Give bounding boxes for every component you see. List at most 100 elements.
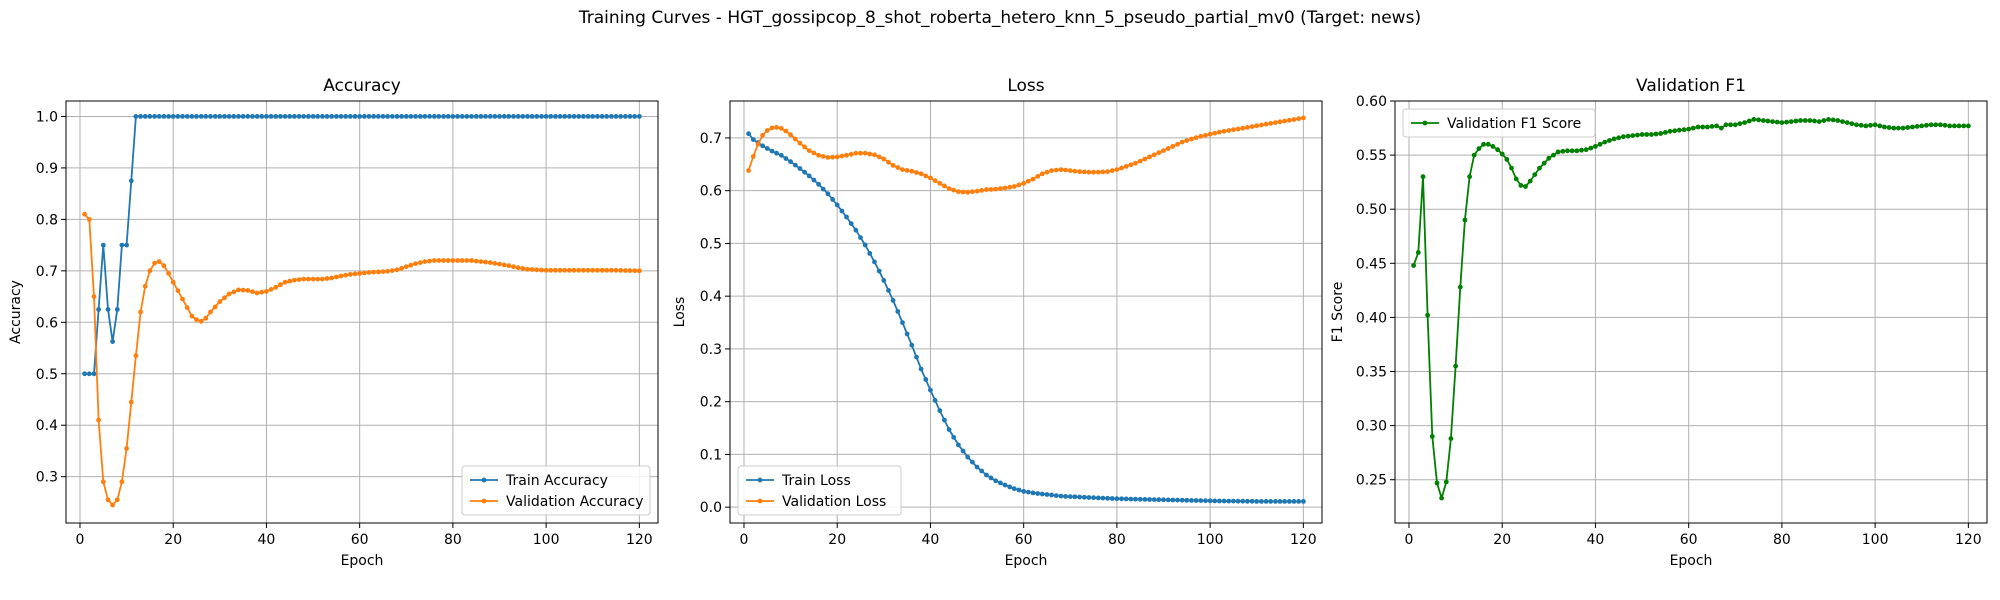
series-point (170, 279, 176, 285)
series-point (441, 114, 446, 119)
series-point (1119, 496, 1124, 502)
series-point (166, 271, 172, 276)
series-point (1607, 138, 1612, 143)
series-point (1942, 122, 1948, 128)
series-point (1147, 154, 1152, 160)
series-point (259, 114, 265, 119)
series-point (1723, 122, 1729, 128)
series-point (1807, 118, 1813, 123)
series-point (979, 468, 985, 474)
series-point (469, 114, 474, 119)
series-point (1574, 148, 1580, 154)
series-point (1653, 131, 1659, 137)
series-point (198, 114, 204, 119)
series-point (623, 114, 628, 119)
y-tick-label: 0.60 (1356, 94, 1387, 110)
series-point (1067, 494, 1073, 499)
series-point (778, 125, 784, 131)
series-point (82, 211, 87, 217)
series-point (1156, 150, 1162, 156)
series-point (1072, 168, 1078, 174)
series-point (1259, 499, 1264, 504)
series-point (609, 114, 614, 119)
series-point (1035, 174, 1041, 179)
series-point (1296, 116, 1302, 122)
series-point (876, 268, 882, 274)
x-axis-label: Epoch (1670, 553, 1713, 569)
series-point (320, 114, 325, 119)
series-point (380, 114, 386, 119)
panel-title: Accuracy (323, 76, 401, 96)
series-point (1933, 122, 1939, 128)
series-point (1193, 498, 1199, 503)
legend-label: Train Loss (781, 473, 851, 489)
series-point (876, 154, 882, 160)
series-point (1273, 499, 1278, 504)
series-point (774, 125, 779, 130)
series-point (816, 181, 821, 187)
x-tick-label: 100 (1197, 532, 1224, 548)
series-point (338, 114, 344, 119)
series-point (1044, 492, 1050, 497)
legend-label: Validation Accuracy (506, 494, 644, 510)
series-point (273, 284, 279, 290)
x-tick-label: 20 (828, 532, 846, 548)
series-point (1007, 484, 1013, 490)
series-point (310, 276, 316, 282)
series-point (1765, 118, 1771, 124)
series-point (189, 313, 195, 319)
series-point (357, 114, 363, 119)
series-point (1114, 167, 1120, 173)
series-point (501, 114, 507, 119)
series-point (1072, 494, 1078, 500)
series-point (473, 258, 479, 264)
series-point (567, 267, 572, 273)
series-point (1035, 491, 1041, 496)
series-point (133, 114, 139, 119)
series-point (1924, 122, 1929, 128)
series-point (932, 178, 938, 184)
series-point (1151, 152, 1157, 158)
series-point (914, 354, 919, 360)
series-point (1882, 124, 1887, 130)
series-point (1900, 125, 1906, 131)
series-point (385, 114, 390, 119)
series-point (1732, 122, 1738, 128)
series-point (825, 191, 831, 197)
series-point (571, 114, 577, 119)
series-point (324, 114, 330, 119)
series-point (1565, 148, 1570, 154)
series-point (1602, 139, 1608, 145)
series-point (1263, 121, 1269, 127)
series-point (1081, 169, 1087, 175)
series-point (788, 159, 793, 165)
y-tick-label: 0.6 (700, 184, 722, 200)
series-point (483, 259, 488, 265)
x-axis-label: Epoch (1005, 553, 1048, 569)
series-point (1240, 498, 1246, 504)
series-point (1137, 158, 1143, 164)
series-point (292, 114, 297, 119)
series-point (1147, 497, 1152, 502)
series-point (1161, 497, 1166, 503)
series-point (315, 276, 321, 282)
series-point (408, 114, 414, 119)
series-point (1415, 250, 1421, 255)
series-point (1273, 120, 1278, 125)
y-tick-label: 0.0 (700, 500, 722, 516)
series-point (839, 153, 845, 159)
series-point (385, 268, 390, 274)
panel-title: Loss (1007, 76, 1044, 96)
series-point (1081, 494, 1087, 500)
series-point (581, 114, 586, 119)
series-point (1189, 498, 1194, 503)
series-point (296, 277, 302, 282)
series-point (867, 251, 873, 256)
legend: Train Loss Validation Loss (737, 465, 902, 516)
series-point (881, 156, 887, 162)
series-point (184, 305, 190, 310)
series-point (1872, 122, 1878, 128)
series-point (1016, 487, 1022, 493)
series-point (236, 114, 241, 119)
